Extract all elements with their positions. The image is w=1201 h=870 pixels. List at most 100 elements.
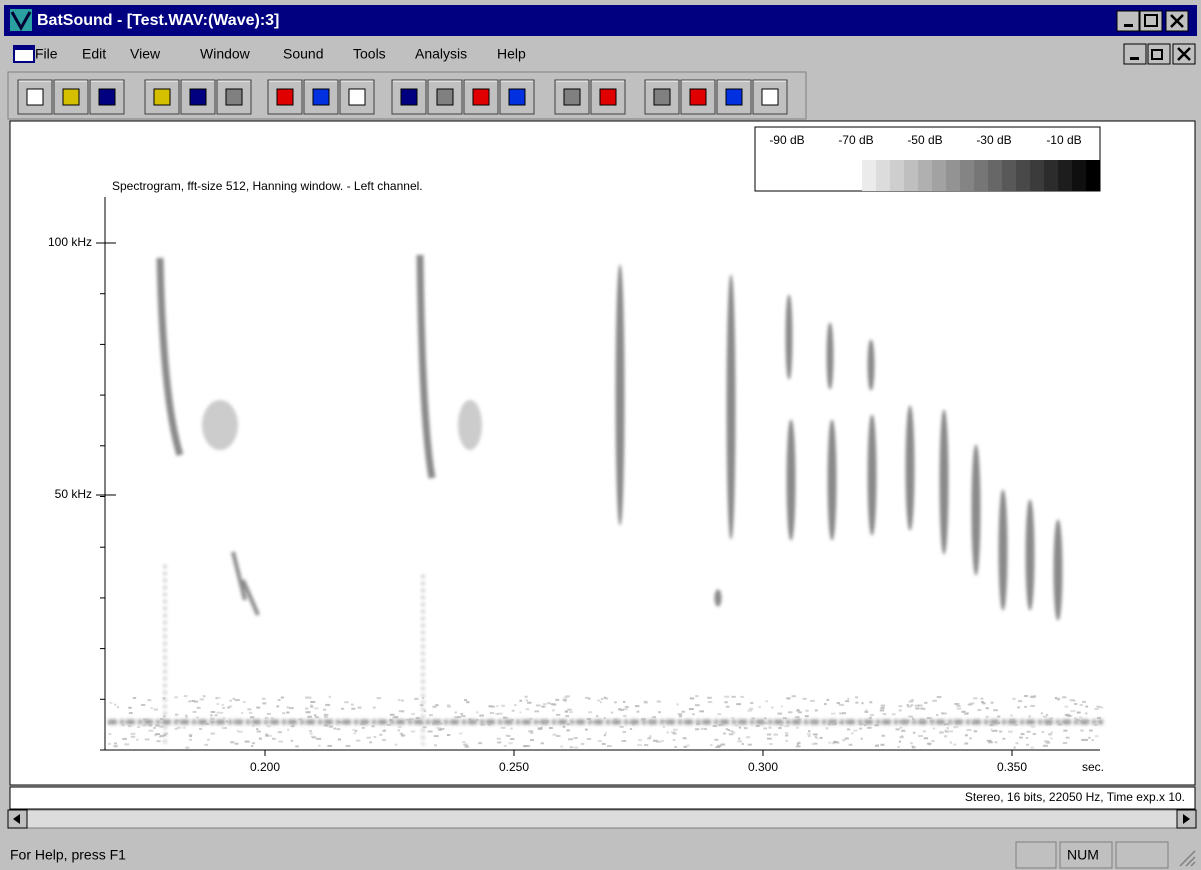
noise-dot bbox=[987, 740, 992, 742]
noise-dot bbox=[344, 701, 348, 703]
noise-dot bbox=[788, 711, 792, 713]
noise-dot bbox=[945, 731, 949, 733]
noise-dot bbox=[1086, 720, 1089, 722]
noise-dot bbox=[620, 726, 624, 728]
noise-dot bbox=[956, 705, 960, 707]
noise-dot bbox=[739, 722, 743, 724]
noise-dot bbox=[497, 738, 501, 740]
noise-dot bbox=[708, 701, 713, 703]
menu-item[interactable]: Edit bbox=[82, 46, 106, 62]
noise-dot bbox=[870, 714, 874, 716]
noise-dot bbox=[990, 729, 992, 731]
noise-dot bbox=[679, 715, 682, 717]
noise-patch bbox=[202, 400, 238, 450]
noise-dot bbox=[219, 712, 223, 714]
noise-dot bbox=[602, 743, 606, 745]
noise-dot bbox=[252, 742, 255, 744]
menu-item[interactable]: Window bbox=[200, 46, 251, 62]
noise-dot bbox=[1026, 744, 1029, 746]
noise-dot bbox=[839, 722, 843, 724]
noise-dot bbox=[826, 727, 829, 729]
noise-dot bbox=[748, 744, 752, 746]
noise-dot bbox=[432, 723, 437, 725]
noise-dot bbox=[908, 716, 912, 718]
noise-dot bbox=[292, 723, 294, 725]
x-tick-label: 0.250 bbox=[499, 760, 529, 774]
menu-item[interactable]: Analysis bbox=[415, 46, 467, 62]
noise-dot bbox=[601, 698, 603, 700]
noise-dot bbox=[235, 699, 240, 701]
noise-dot bbox=[623, 701, 625, 703]
noise-dot bbox=[674, 746, 676, 748]
button-icon bbox=[600, 89, 616, 105]
noise-dot bbox=[785, 734, 788, 736]
noise-dot bbox=[1028, 715, 1031, 717]
noise-dot bbox=[989, 724, 991, 726]
button-icon bbox=[762, 89, 778, 105]
menu-item[interactable]: Tools bbox=[353, 46, 386, 62]
noise-dot bbox=[428, 730, 433, 732]
noise-dot bbox=[567, 709, 572, 711]
noise-dot bbox=[974, 730, 977, 732]
title-buttons[interactable] bbox=[1117, 11, 1188, 31]
noise-dot bbox=[295, 745, 299, 747]
gradient-cell bbox=[862, 160, 876, 191]
noise-dot bbox=[882, 735, 885, 737]
gradient-cell bbox=[988, 160, 1002, 191]
noise-dot bbox=[950, 742, 952, 744]
noise-dot bbox=[382, 739, 386, 741]
noise-dot bbox=[318, 745, 320, 747]
x-tick-label: 0.200 bbox=[250, 760, 280, 774]
noise-dot bbox=[961, 711, 965, 713]
doc-minimize[interactable] bbox=[1124, 44, 1146, 64]
noise-dot bbox=[206, 723, 209, 725]
noise-dot bbox=[604, 734, 606, 736]
noise-dot bbox=[696, 723, 700, 725]
menu-item[interactable]: Help bbox=[497, 46, 526, 62]
button-icon bbox=[313, 89, 329, 105]
noise-dot bbox=[781, 722, 784, 724]
noise-dot bbox=[514, 704, 516, 706]
menu-item[interactable]: File bbox=[35, 46, 58, 62]
noise-dot bbox=[142, 724, 146, 726]
noise-dot bbox=[369, 741, 372, 743]
noise-dot bbox=[278, 731, 282, 733]
noise-dot bbox=[353, 732, 356, 734]
noise-dot bbox=[436, 727, 440, 729]
noise-dot bbox=[226, 720, 228, 722]
noise-dot bbox=[237, 730, 239, 732]
noise-dot bbox=[124, 743, 129, 745]
noise-dot bbox=[682, 711, 686, 713]
noise-dot bbox=[1074, 703, 1078, 705]
noise-dot bbox=[210, 714, 213, 716]
noise-dot bbox=[338, 738, 341, 740]
noise-dot bbox=[1085, 706, 1088, 708]
noise-dot bbox=[379, 734, 382, 736]
noise-dot bbox=[524, 696, 527, 698]
noise-dot bbox=[1055, 698, 1059, 700]
menu-item[interactable]: Sound bbox=[283, 46, 323, 62]
noise-dot bbox=[565, 715, 569, 717]
noise-dot bbox=[250, 716, 254, 718]
noise-dot bbox=[204, 744, 208, 746]
menu-item[interactable]: View bbox=[130, 46, 161, 62]
noise-dot bbox=[423, 726, 427, 728]
minimize-button[interactable] bbox=[1117, 11, 1139, 31]
noise-dot bbox=[374, 736, 377, 738]
noise-dot bbox=[1010, 714, 1013, 716]
noise-dot bbox=[252, 725, 254, 727]
noise-dot bbox=[504, 745, 507, 747]
doc-buttons[interactable] bbox=[1124, 44, 1195, 64]
noise-dot bbox=[607, 745, 612, 747]
noise-dot bbox=[414, 698, 418, 700]
noise-dot bbox=[774, 734, 779, 736]
noise-dot bbox=[629, 722, 632, 724]
noise-dot bbox=[805, 710, 808, 712]
noise-dot bbox=[690, 697, 694, 699]
noise-dot bbox=[972, 723, 974, 725]
noise-dot bbox=[901, 735, 903, 737]
noise-dot bbox=[763, 727, 767, 729]
noise-dot bbox=[314, 707, 318, 709]
h-scrollbar[interactable] bbox=[8, 810, 1196, 828]
noise-dot bbox=[479, 715, 484, 717]
